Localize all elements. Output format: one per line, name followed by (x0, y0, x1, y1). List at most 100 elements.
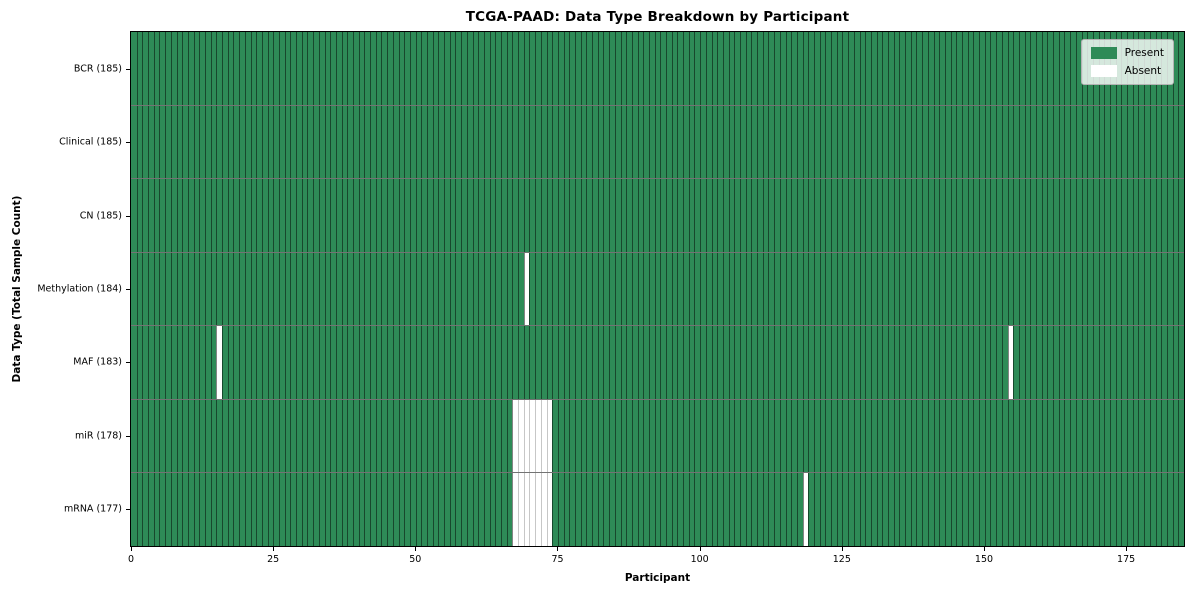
cell (1030, 105, 1036, 179)
cell (415, 326, 422, 399)
cell (244, 473, 251, 547)
cell (563, 473, 570, 547)
cell (853, 473, 860, 547)
cell (1127, 399, 1133, 473)
cell (136, 105, 143, 179)
cell (762, 326, 769, 399)
cell (631, 399, 638, 473)
plot-area: Present Absent (130, 31, 1185, 547)
cell (455, 252, 462, 326)
cell (609, 326, 615, 399)
cell (842, 473, 849, 547)
cell (967, 326, 974, 399)
cell (347, 252, 353, 326)
cell (370, 32, 376, 105)
cell (1172, 105, 1179, 179)
cell (187, 326, 194, 399)
cell (1001, 105, 1008, 179)
cell (910, 105, 917, 179)
cell (1053, 252, 1059, 326)
cell (347, 32, 353, 105)
cell (358, 473, 365, 547)
cell (1127, 326, 1133, 399)
cell (831, 326, 837, 399)
cell (1115, 105, 1122, 179)
cell (330, 252, 336, 326)
cell (899, 32, 906, 105)
cell (444, 179, 450, 252)
cell (535, 252, 541, 326)
cell (1036, 473, 1042, 547)
cell (1127, 252, 1133, 326)
cell (352, 105, 359, 179)
cell (449, 326, 456, 399)
cell (569, 105, 575, 179)
cell (330, 473, 336, 547)
cell (387, 326, 393, 399)
cell (899, 105, 906, 179)
cell (352, 399, 359, 473)
cell (1030, 399, 1036, 473)
cell (1110, 399, 1116, 473)
cell (831, 252, 837, 326)
cell (387, 399, 393, 473)
cell (922, 252, 928, 326)
cell (244, 399, 251, 473)
cell (637, 399, 644, 473)
cell (159, 179, 166, 252)
cell (1024, 399, 1031, 473)
cell (347, 399, 353, 473)
cell (705, 473, 712, 547)
cell (210, 399, 217, 473)
cell (962, 105, 968, 179)
cell (774, 179, 780, 252)
cell (227, 179, 234, 252)
cell (557, 105, 564, 179)
cell (364, 326, 371, 399)
cell (893, 326, 900, 399)
cell (404, 326, 410, 399)
cell (580, 105, 587, 179)
cell (483, 252, 490, 326)
cell (1132, 399, 1139, 473)
cell (148, 179, 154, 252)
cell (836, 105, 843, 179)
cell (176, 399, 183, 473)
cell (1178, 32, 1184, 105)
cell (170, 252, 177, 326)
cell (916, 105, 923, 179)
cell (586, 179, 593, 252)
cell (1070, 326, 1076, 399)
cell (136, 473, 143, 547)
cell (677, 105, 684, 179)
cell (324, 399, 331, 473)
cell (757, 473, 763, 547)
cell (193, 32, 200, 105)
cell (990, 399, 997, 473)
cell (791, 252, 797, 326)
cell (791, 179, 797, 252)
cell (313, 399, 319, 473)
cell (819, 105, 826, 179)
cell (637, 179, 644, 252)
cell (956, 32, 963, 105)
cell (899, 179, 906, 252)
cell (426, 252, 433, 326)
cell (426, 473, 433, 547)
cell (734, 179, 741, 252)
cell (1121, 473, 1128, 547)
cell (330, 179, 336, 252)
cell (415, 473, 422, 547)
cell (222, 252, 228, 326)
cell (1172, 179, 1179, 252)
cell (478, 105, 484, 179)
cell (597, 326, 604, 399)
cell (614, 32, 621, 105)
cell (1121, 326, 1128, 399)
cell (540, 326, 547, 399)
cell (683, 179, 689, 252)
cell (796, 179, 803, 252)
cell (227, 326, 234, 399)
cell (774, 399, 780, 473)
cell (694, 326, 701, 399)
